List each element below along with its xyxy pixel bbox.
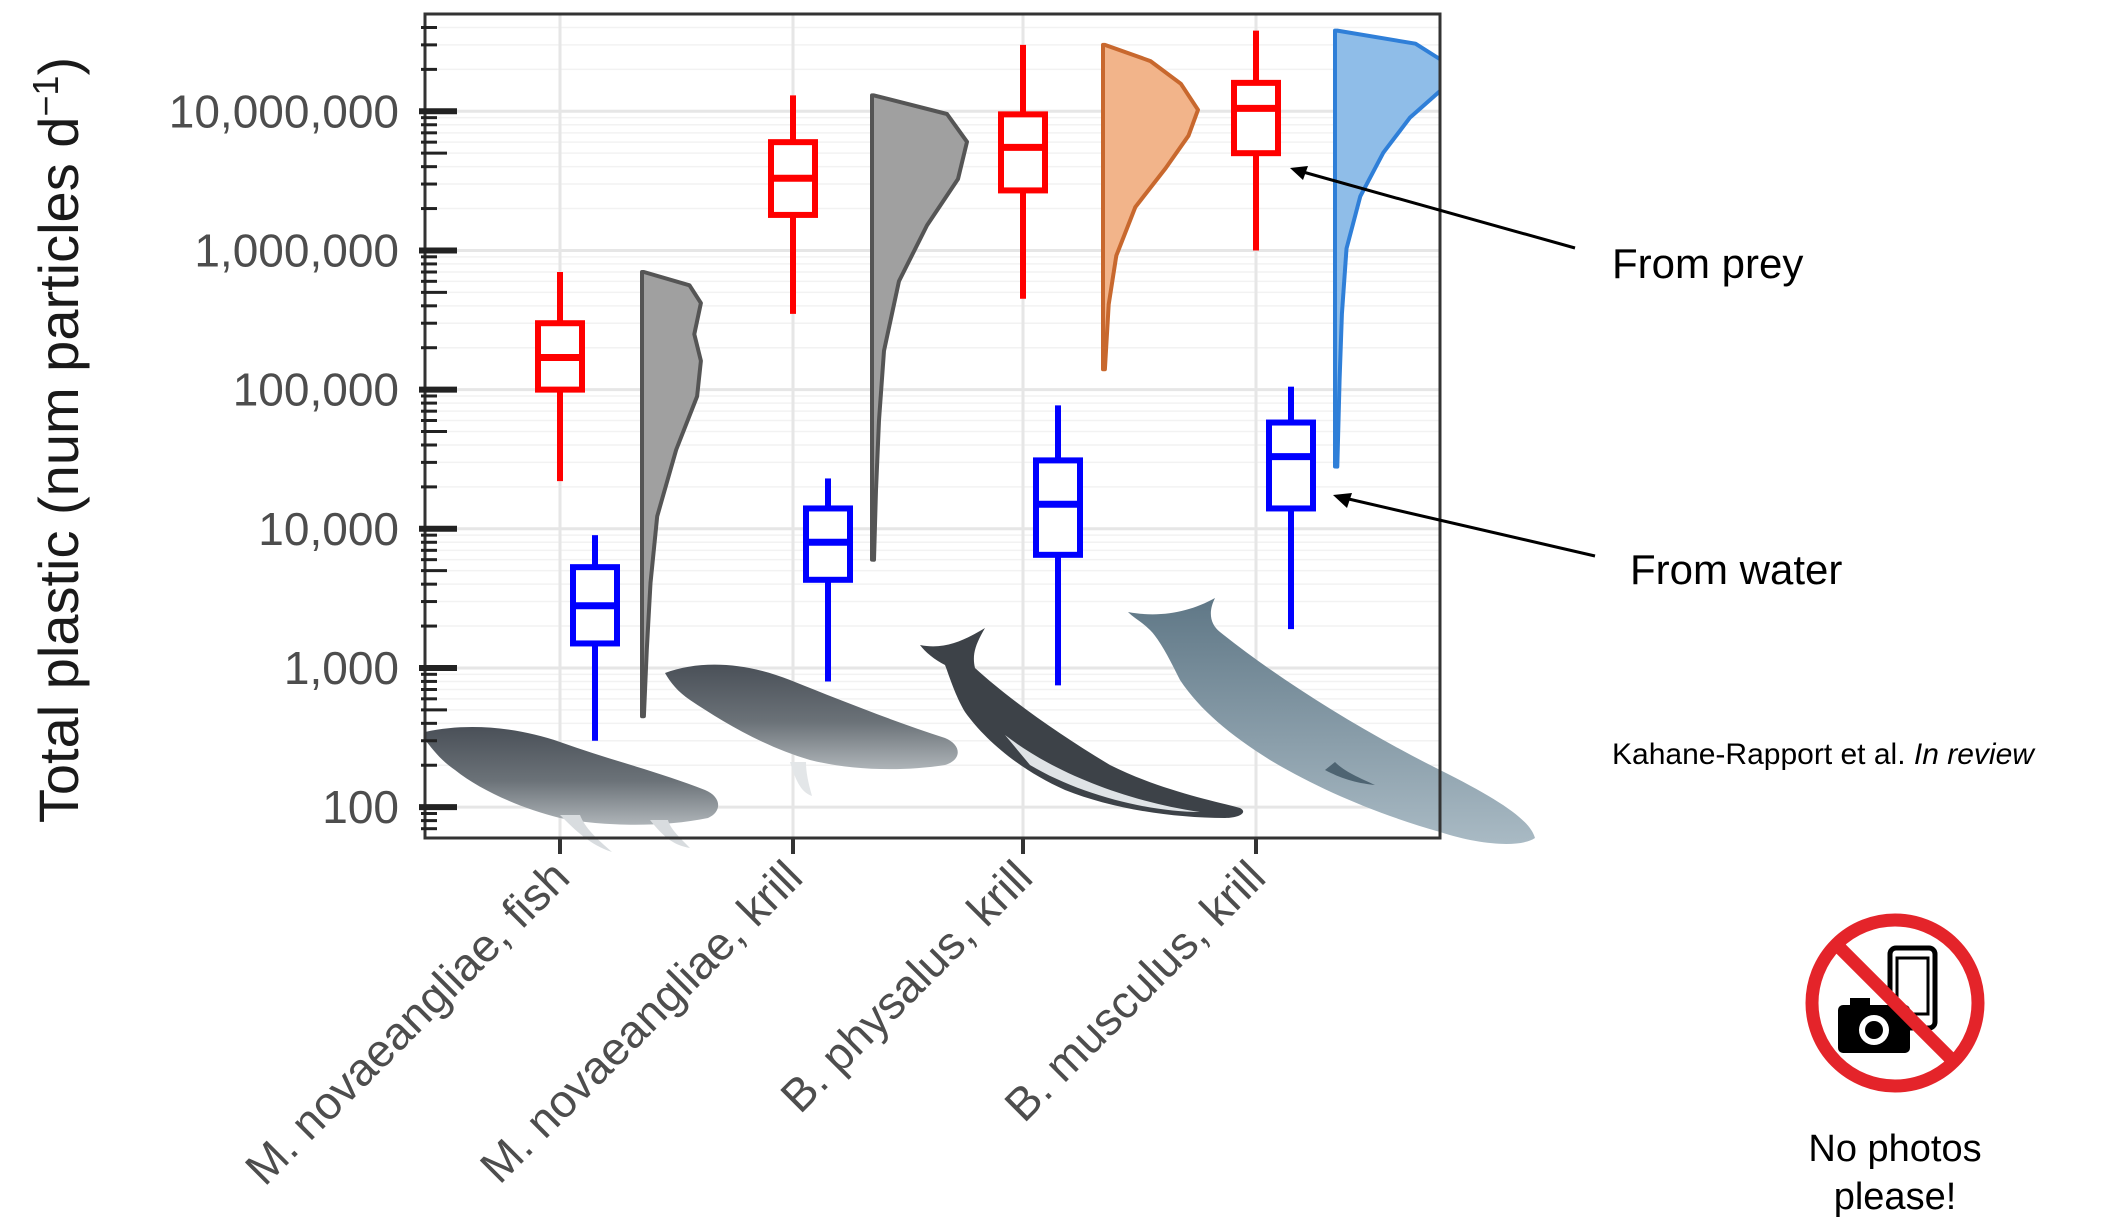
humpback-whale-illustration-fish — [425, 727, 719, 852]
y-axis-label: Total plastic (num particles d−1) — [25, 57, 91, 823]
y-tick-label: 1,000,000 — [194, 224, 399, 276]
no-photos-icon — [1805, 913, 1985, 1093]
blue-whale-illustration — [1128, 598, 1535, 844]
y-tick-label: 10,000,000 — [169, 85, 399, 137]
fin-whale-illustration — [920, 628, 1244, 818]
annotation-from-prey-text: From prey — [1612, 240, 1803, 287]
density-shape — [870, 93, 969, 562]
density-shape — [1101, 42, 1200, 372]
no-photos-line1: No photos — [1808, 1128, 1982, 1170]
density-shape — [640, 270, 703, 719]
box — [998, 111, 1048, 194]
annotation-from-water: From water — [1333, 493, 1842, 593]
y-tick-label: 10,000 — [258, 503, 399, 555]
y-axis: 100 1,000 10,000 100,000 1,000,000 10,000,000 — [169, 25, 457, 833]
x-category-label: B. physalus, krill — [770, 850, 1042, 1122]
humpback-whale-illustration-krill — [665, 664, 958, 796]
box — [1266, 419, 1316, 512]
citation: Kahane-Rapport et al. In review — [1612, 738, 2034, 771]
box-plots — [535, 30, 1316, 741]
box — [1231, 79, 1281, 157]
density-plots — [640, 28, 1440, 719]
plot-panel-border — [423, 12, 1442, 840]
annotation-from-prey: From prey — [1290, 166, 1803, 287]
density-shape — [1333, 28, 1440, 469]
annotation-from-water-text: From water — [1630, 546, 1842, 593]
no-photos-caption: No photos please! — [1745, 1125, 2045, 1221]
y-tick-label: 100 — [322, 781, 399, 833]
no-photos-line2: please! — [1833, 1176, 1957, 1218]
y-tick-label: 100,000 — [233, 364, 399, 416]
y-tick-label: 1,000 — [284, 642, 399, 694]
